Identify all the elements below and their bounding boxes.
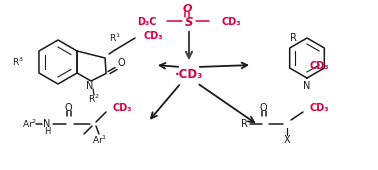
Text: R$^2$: R$^2$ xyxy=(88,93,100,105)
Text: Ar$^2$: Ar$^2$ xyxy=(22,118,37,130)
Text: O: O xyxy=(259,103,267,113)
Text: N: N xyxy=(43,119,51,129)
Text: ·CD₃: ·CD₃ xyxy=(175,69,203,81)
Text: CD₃: CD₃ xyxy=(309,103,329,113)
Text: D₃C: D₃C xyxy=(138,17,157,27)
Text: CD₃: CD₃ xyxy=(221,17,240,27)
Text: O: O xyxy=(182,4,192,14)
Text: X: X xyxy=(284,135,290,145)
Text: CD₃: CD₃ xyxy=(310,61,329,71)
Text: H: H xyxy=(44,128,50,137)
Text: O: O xyxy=(64,103,72,113)
Text: R$^1$: R$^1$ xyxy=(109,32,121,44)
Text: O: O xyxy=(117,58,125,69)
Text: R$^3$: R$^3$ xyxy=(12,56,24,68)
Text: Ar$^1$: Ar$^1$ xyxy=(92,134,108,146)
Text: S: S xyxy=(185,15,193,29)
Text: N: N xyxy=(303,81,311,91)
Text: CD₃: CD₃ xyxy=(112,103,132,113)
Text: R: R xyxy=(241,119,248,129)
Text: CD₃: CD₃ xyxy=(143,31,163,41)
Text: N: N xyxy=(86,81,94,91)
Text: R: R xyxy=(290,33,297,43)
